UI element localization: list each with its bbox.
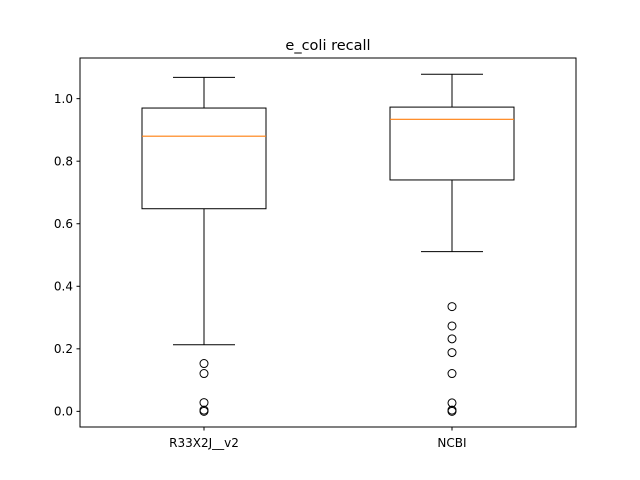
y-tick-label: 0.4 xyxy=(54,280,73,294)
boxes-layer xyxy=(141,73,515,416)
outlier-point xyxy=(447,334,457,344)
outlier-point xyxy=(199,359,209,369)
outlier-point xyxy=(199,406,209,416)
box-iqr xyxy=(389,106,515,181)
y-tick-label: 0.6 xyxy=(54,217,73,231)
y-axis: 0.0 0.2 0.4 0.6 0.8 1.0 xyxy=(54,92,80,419)
plot-area-frame xyxy=(79,57,577,428)
outlier-point xyxy=(447,369,457,379)
outlier-point xyxy=(447,321,457,331)
box-group xyxy=(389,73,515,416)
chart-title: e_coli recall xyxy=(285,38,370,54)
y-tick-label: 0.8 xyxy=(54,154,73,168)
x-tick-label: NCBI xyxy=(437,436,466,450)
outlier-point xyxy=(447,302,457,312)
y-tick-label: 0.0 xyxy=(54,405,73,419)
y-tick-label: 0.2 xyxy=(54,342,73,356)
x-axis: R33X2J__v2 NCBI xyxy=(169,427,467,450)
outlier-point xyxy=(447,348,457,358)
box-group xyxy=(141,76,267,416)
box-iqr xyxy=(141,107,267,210)
x-tick-label: R33X2J__v2 xyxy=(169,436,239,450)
y-tick-label: 1.0 xyxy=(54,92,73,106)
outlier-point xyxy=(199,369,209,379)
outlier-point xyxy=(447,406,457,416)
outlier-point xyxy=(199,398,209,408)
